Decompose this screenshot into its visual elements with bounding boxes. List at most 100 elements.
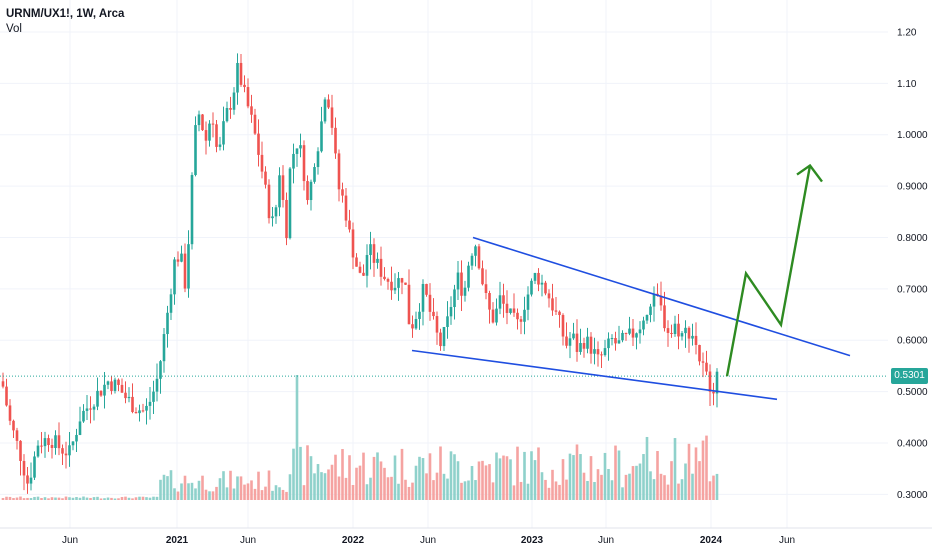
candle-body bbox=[320, 121, 323, 152]
volume-bar bbox=[344, 477, 348, 500]
candle-body bbox=[547, 293, 551, 299]
price-axis[interactable]: 1.20 1.10 1.0000 0.9000 0.8000 0.7000 0.6000 0.… bbox=[897, 28, 928, 501]
volume-bar bbox=[145, 497, 148, 500]
volume-bar bbox=[705, 435, 708, 500]
volume-bar bbox=[159, 479, 162, 500]
candle-body bbox=[162, 334, 166, 362]
candle-body bbox=[78, 421, 82, 435]
volume-bar bbox=[61, 498, 64, 500]
volume-bar bbox=[250, 480, 253, 500]
volume-bar bbox=[22, 498, 26, 500]
volume-bar bbox=[404, 479, 407, 500]
volume-bar bbox=[400, 448, 404, 500]
volume-bar bbox=[547, 487, 551, 500]
volume-bar bbox=[512, 485, 516, 500]
volume-bar bbox=[162, 474, 166, 500]
volume-bar bbox=[232, 488, 236, 500]
candle-body bbox=[673, 323, 677, 334]
volume-bar bbox=[127, 497, 131, 500]
upper-trendline[interactable] bbox=[472, 236, 851, 357]
candle-body bbox=[96, 390, 99, 407]
candle-body bbox=[379, 258, 383, 277]
candle-body bbox=[393, 287, 397, 291]
lower-trendline[interactable] bbox=[411, 349, 778, 401]
volume-bar bbox=[358, 465, 362, 500]
volume-bar bbox=[414, 465, 418, 500]
volume-bar bbox=[194, 488, 197, 500]
candle-body bbox=[474, 246, 477, 256]
price-tick-label: 0.5000 bbox=[897, 387, 928, 398]
volume-bar bbox=[523, 451, 526, 500]
candle-body bbox=[327, 99, 330, 108]
volume-bar bbox=[36, 496, 40, 500]
volume-bar bbox=[106, 497, 110, 500]
volume-bar bbox=[152, 496, 155, 500]
price-tick-label: 0.8000 bbox=[897, 233, 928, 244]
candle-body bbox=[236, 62, 239, 93]
volume-bar bbox=[561, 459, 565, 500]
projection-arrowhead bbox=[796, 163, 823, 183]
candle-body bbox=[670, 332, 673, 334]
candle-body bbox=[302, 145, 306, 182]
volume-bar bbox=[435, 472, 439, 500]
volume-bar bbox=[411, 482, 414, 500]
volume-bar bbox=[498, 458, 502, 500]
volume-bar bbox=[155, 496, 159, 500]
candle-body bbox=[463, 287, 467, 296]
price-tick-label: 1.20 bbox=[897, 28, 917, 39]
time-tick-label: Jun bbox=[420, 535, 436, 546]
candle-body bbox=[274, 207, 278, 217]
candle-body bbox=[138, 410, 141, 414]
volume-bar bbox=[176, 491, 180, 500]
time-axis[interactable]: Jun 2021 Jun 2022 Jun 2023 Jun 2024 Jun bbox=[62, 535, 795, 546]
volume-bar bbox=[677, 483, 680, 500]
candle-body bbox=[596, 349, 600, 355]
volume-bar bbox=[264, 486, 267, 500]
candle-body bbox=[117, 379, 120, 385]
volume-bar bbox=[687, 443, 691, 500]
volume-bar bbox=[19, 496, 22, 500]
volume-bar bbox=[530, 451, 533, 500]
volume-bar bbox=[645, 436, 649, 500]
volume-bar bbox=[131, 498, 134, 500]
candle-body bbox=[407, 284, 411, 325]
candle-body bbox=[453, 289, 456, 308]
candle-body bbox=[152, 391, 155, 402]
volume-bar bbox=[463, 481, 467, 500]
volume-bar bbox=[295, 375, 299, 500]
volume-bar bbox=[211, 491, 215, 500]
price-tick-label: 0.6000 bbox=[897, 336, 928, 347]
candle-body bbox=[29, 477, 33, 484]
volume-bar bbox=[390, 476, 393, 500]
candle-body bbox=[127, 396, 131, 399]
price-tick-label: 0.7000 bbox=[897, 284, 928, 295]
time-tick-label: 2024 bbox=[700, 535, 723, 546]
candle-body bbox=[523, 309, 526, 322]
volume-bar bbox=[29, 498, 33, 500]
volume-bar bbox=[138, 496, 141, 500]
volume-bar bbox=[621, 487, 624, 500]
candle-body bbox=[551, 298, 554, 311]
candle-body bbox=[148, 401, 152, 406]
volume-bar bbox=[502, 455, 505, 500]
volume-bar bbox=[243, 484, 246, 500]
volume-bar bbox=[701, 440, 705, 500]
candle-body bbox=[330, 107, 334, 128]
candle-body bbox=[264, 171, 267, 185]
candle-body bbox=[390, 281, 393, 291]
volume-bar bbox=[54, 497, 57, 500]
volume-bar bbox=[47, 498, 50, 500]
volume-bar bbox=[519, 481, 523, 500]
candle-body bbox=[456, 272, 460, 290]
candle-body bbox=[502, 295, 505, 304]
volume-bar bbox=[698, 461, 701, 500]
candle-body bbox=[614, 338, 617, 344]
projection-arrow[interactable] bbox=[725, 165, 812, 377]
candle-body bbox=[176, 259, 180, 262]
candle-body bbox=[505, 303, 509, 313]
candle-body bbox=[82, 410, 85, 422]
candle-body bbox=[526, 294, 530, 310]
volume-bar bbox=[565, 479, 568, 500]
volume-bar bbox=[285, 491, 288, 500]
